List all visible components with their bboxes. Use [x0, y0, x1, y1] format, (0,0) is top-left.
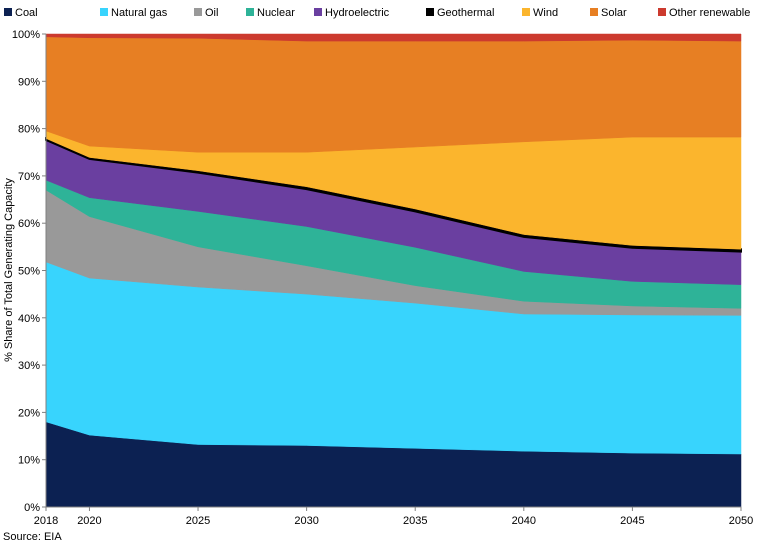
- legend-label-oil: Oil: [205, 7, 218, 19]
- legend-label-hydroelectric: Hydroelectric: [325, 7, 390, 19]
- legend-label-natural-gas: Natural gas: [111, 7, 168, 19]
- x-tick-label: 2030: [294, 515, 318, 527]
- legend-swatch-coal: [4, 8, 12, 16]
- y-tick-label: 100%: [12, 29, 40, 41]
- y-tick-label: 40%: [18, 313, 40, 325]
- y-tick-label: 70%: [18, 171, 40, 183]
- legend-swatch-solar: [590, 8, 598, 16]
- x-tick-label: 2045: [620, 515, 644, 527]
- axes-layer: 0% 10% 20% 30% 40% 50% 60% 70% 80% 90% 100% 2018 202…: [12, 29, 753, 527]
- y-axis-label: % Share of Total Generating Capacity: [3, 178, 15, 362]
- legend-swatch-other-renewable: [658, 8, 666, 16]
- legend-label-solar: Solar: [601, 7, 627, 19]
- source-note: Source: EIA: [3, 531, 62, 543]
- x-tick-label: 2020: [77, 515, 101, 527]
- legend-swatch-oil: [194, 8, 202, 16]
- y-tick-label: 30%: [18, 360, 40, 372]
- legend-label-wind: Wind: [533, 7, 558, 19]
- legend: Coal Natural gas Oil Nuclear Hydroelectric Ge…: [4, 7, 750, 19]
- y-tick-label: 0%: [24, 502, 40, 514]
- area-layer: [45, 33, 742, 508]
- y-tick-label: 90%: [18, 76, 40, 88]
- area-solar: [45, 36, 742, 153]
- legend-label-other-renewable: Other renewable: [669, 7, 750, 19]
- area-other-renewable: [45, 33, 742, 42]
- legend-swatch-wind: [522, 8, 530, 16]
- legend-label-nuclear: Nuclear: [257, 7, 295, 19]
- y-tick-label: 20%: [18, 407, 40, 419]
- legend-label-geothermal: Geothermal: [437, 7, 494, 19]
- legend-label-coal: Coal: [15, 7, 38, 19]
- y-tick-label: 50%: [18, 266, 40, 278]
- x-tick-label: 2018: [34, 515, 58, 527]
- x-tick-label: 2025: [186, 515, 210, 527]
- x-tick-label: 2040: [512, 515, 536, 527]
- x-tick-label: 2035: [403, 515, 427, 527]
- legend-swatch-natural-gas: [100, 8, 108, 16]
- legend-swatch-nuclear: [246, 8, 254, 16]
- y-tick-label: 60%: [18, 218, 40, 230]
- legend-swatch-geothermal: [426, 8, 434, 16]
- legend-swatch-hydroelectric: [314, 8, 322, 16]
- y-tick-label: 80%: [18, 124, 40, 136]
- y-tick-label: 10%: [18, 455, 40, 467]
- x-tick-label: 2050: [729, 515, 753, 527]
